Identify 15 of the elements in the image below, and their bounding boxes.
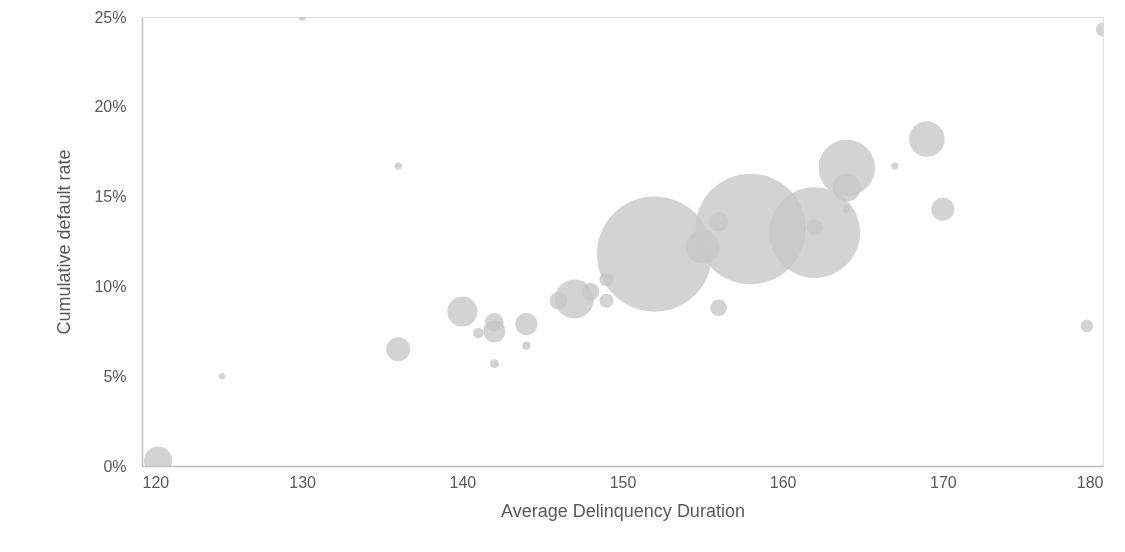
y-tick-label: 15% — [94, 188, 127, 206]
x-tick-label: 130 — [289, 473, 317, 491]
x-tick-label: 160 — [769, 473, 797, 491]
y-tick-label: 5% — [103, 367, 127, 385]
y-tick-label: 10% — [94, 277, 127, 295]
x-axis-title: Average Delinquency Duration — [501, 500, 745, 521]
y-tick-label: 0% — [103, 457, 127, 475]
x-tick-label: 150 — [609, 473, 637, 491]
y-axis-title: Cumulative default rate — [54, 149, 75, 335]
x-tick-label: 120 — [142, 473, 170, 491]
y-tick-label: 25% — [94, 8, 127, 26]
x-tick-label: 170 — [929, 473, 957, 491]
x-tick-label: 180 — [1076, 473, 1104, 491]
y-tick-label: 20% — [94, 98, 127, 116]
x-tick-label: 140 — [449, 473, 477, 491]
